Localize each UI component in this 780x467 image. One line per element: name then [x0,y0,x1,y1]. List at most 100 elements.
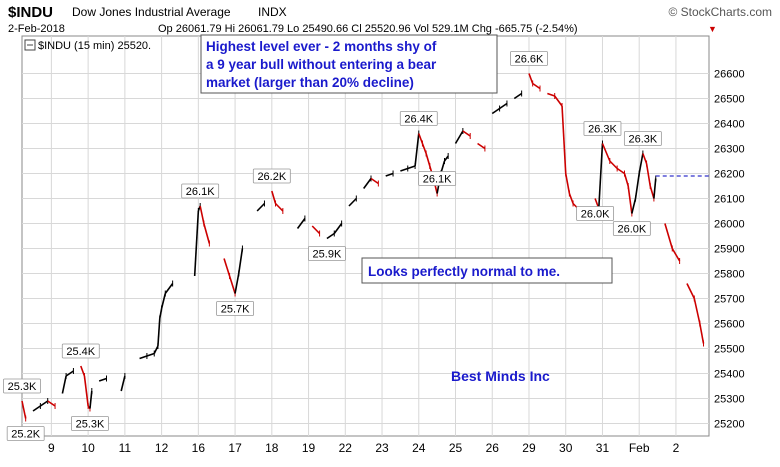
price-segment [32,405,41,412]
price-segment [414,133,420,167]
price-segment [564,173,571,194]
point-labels: 25.3K 25.2K 25.4K 25.3K 26.1K 25.7K 26.2K 25.9K… [3,51,662,441]
price-segment [311,225,321,235]
plot-frame [21,35,710,437]
price-segment [296,218,306,229]
x-tick-label: 17 [228,441,242,455]
exchange-label: INDX [258,5,287,19]
x-tick-label: 12 [155,441,169,455]
price-segment [256,202,266,212]
price-segment [454,130,464,144]
price-segment [47,400,56,407]
y-axis-ticks: 25200 25300 25400 25500 25600 25700 25800 25900… [714,69,745,431]
point-label-box [216,301,254,316]
annotation-top-box [200,34,498,94]
annotation-top: Highest level ever - 2 months shy of a 9… [200,34,498,94]
point-label: 26.0K [617,224,646,236]
x-tick-label: 22 [339,441,353,455]
annotation-middle-box [361,257,613,284]
y-tick-label: 25200 [714,419,745,431]
legend: $INDU (15 min) 25520. [24,39,151,52]
point-label: 26.3K [628,134,657,146]
date-label: 2-Feb-2018 [8,23,65,35]
price-segment [513,92,523,100]
point-label-box [61,343,100,359]
price-segment [443,155,449,162]
point-label: 25.4K [66,346,95,358]
price-segment [400,167,409,172]
point-label-box [71,416,109,431]
watermark-text: Best Minds Inc [451,368,550,384]
point-label: 26.1K [423,174,452,186]
point-label-box [418,171,457,186]
price-segment [693,298,701,324]
point-label-box [623,131,662,146]
point-label: 26.6K [515,54,544,66]
annotation-top-line-3: market (larger than 20% decline) [206,75,414,90]
price-segment [370,177,379,185]
price-segment [326,232,335,240]
y-tick-label: 25500 [714,344,745,356]
y-tick-label: 25300 [714,394,745,406]
point-label-box [510,51,548,66]
copyright-label: © StockCharts.com [668,5,772,19]
y-tick-label: 26300 [714,144,745,156]
point-label-box [6,426,45,441]
point-label: 25.3K [8,381,37,393]
price-segment [634,173,640,199]
point-label-box [308,246,346,261]
x-tick-label: 10 [81,441,95,455]
chart-settings-icon[interactable] [24,39,36,51]
point-label: 25.9K [313,249,342,261]
annotation-top-line-1: Highest level ever - 2 months shy of [206,39,437,54]
price-segment [642,153,648,164]
quote-line: Op 26061.79 Hi 26061.79 Lo 25490.66 Cl 2… [158,23,578,35]
point-label: 26.3K [588,124,617,136]
price-segment [638,153,644,174]
point-label: 26.4K [404,114,433,126]
y-tick-label: 26000 [714,219,745,231]
price-segment [157,318,161,347]
annotation-middle: Looks perfectly normal to me. [361,257,613,284]
y-tick-label: 26600 [714,69,745,81]
price-segment [146,352,155,357]
y-tick-label: 26100 [714,194,745,206]
price-segment [499,102,508,110]
point-label: 26.0K [581,209,610,221]
point-label-box [576,206,615,221]
price-segment [83,375,89,407]
point-label-box [3,378,41,394]
price-segment [21,400,27,419]
price-segment [699,323,705,344]
x-tick-label: 16 [192,441,206,455]
symbol-title: $INDU [8,4,53,21]
price-segment [39,400,49,407]
price-segment [271,190,277,204]
price-segment [228,275,236,294]
price-segment [649,185,655,199]
y-tick-label: 26200 [714,169,745,181]
price-segment [274,202,284,212]
price-segment [193,210,200,277]
price-segment [61,375,67,394]
price-segment [568,193,574,204]
y-tick-label: 25400 [714,369,745,381]
price-segment [160,293,167,309]
legend-label: $INDU (15 min) 25520. [38,40,151,52]
point-label-box [181,183,220,199]
point-label-box [612,221,651,236]
point-label: 26.1K [186,186,215,198]
price-segment [348,197,357,207]
price-segment [385,172,394,177]
price-segment [237,248,244,274]
x-tick-label: 25 [449,441,463,455]
price-segment [645,163,652,187]
y-tick-label: 25800 [714,269,745,281]
x-tick-label: Feb [629,441,650,455]
y-tick-label: 25700 [714,294,745,306]
price-segment [80,365,86,377]
price-segment [421,143,427,154]
price-segment [528,73,534,84]
price-segment [653,178,657,199]
